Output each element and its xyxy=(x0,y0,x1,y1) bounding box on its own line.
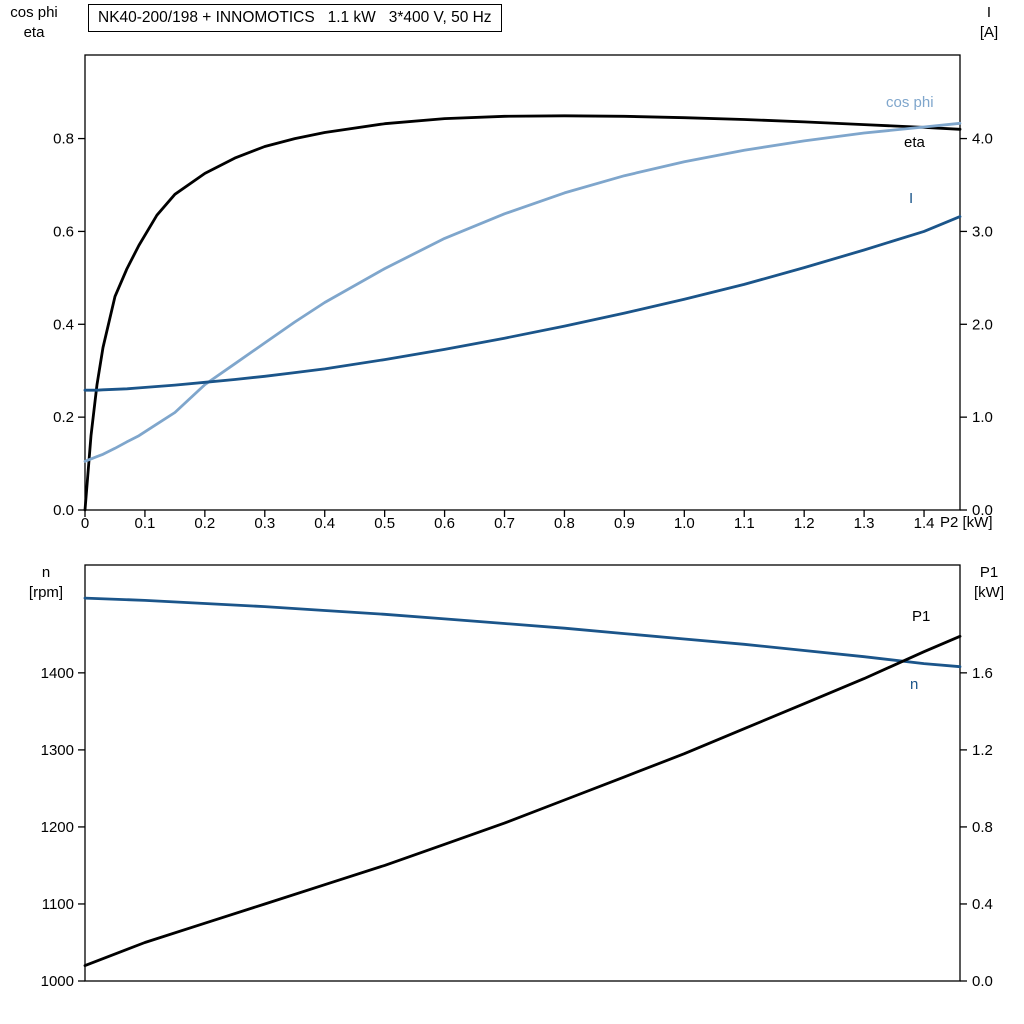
tick-label: 1.2 xyxy=(794,515,815,532)
current-axis-label: I xyxy=(986,4,992,21)
p1-curve xyxy=(83,634,962,967)
tick-label: 1000 xyxy=(41,973,74,990)
plot-frame-0 xyxy=(84,54,961,511)
top-chart-right-axis-title: I [A] xyxy=(960,3,1018,43)
tick-label: 0.4 xyxy=(972,896,993,913)
tick-label: 0.6 xyxy=(434,515,455,532)
p1-unit-label: [kW] xyxy=(974,584,1004,601)
bottom-chart-right-axis-title: P1 [kW] xyxy=(960,563,1018,603)
tick-label: 3.0 xyxy=(972,223,993,240)
curve-label-cos-phi: cos phi xyxy=(886,94,934,111)
x-axis-label-p2: P2 [kW] xyxy=(940,514,993,531)
tick-label: 0.0 xyxy=(972,502,993,519)
tick-label: 0.2 xyxy=(194,515,215,532)
tick-label: 1.0 xyxy=(674,515,695,532)
tick-label: 1400 xyxy=(41,665,74,682)
tick-label: 0.8 xyxy=(972,819,993,836)
tick-label: 0.8 xyxy=(53,131,74,148)
tick-label: 1.1 xyxy=(734,515,755,532)
tick-label: 0 xyxy=(81,515,89,532)
tick-label: 0.4 xyxy=(53,316,74,333)
curve-label-current: I xyxy=(909,190,914,207)
chart-title-box: NK40-200/198 + INNOMOTICS 1.1 kW 3*400 V… xyxy=(88,4,502,32)
i-curve xyxy=(83,215,962,392)
tick-label: 0.5 xyxy=(374,515,395,532)
tick-label: 2.0 xyxy=(972,316,993,333)
current-unit-label: [A] xyxy=(979,24,999,41)
speed-unit-label: [rpm] xyxy=(28,584,64,601)
eta-curve xyxy=(83,114,962,512)
eta-axis-label: eta xyxy=(23,24,45,41)
tick-label: 0.7 xyxy=(494,515,515,532)
tick-label: 1.2 xyxy=(972,742,993,759)
tick-label: 0.4 xyxy=(314,515,335,532)
tick-label: 1300 xyxy=(41,742,74,759)
tick-label: 1.3 xyxy=(854,515,875,532)
tick-label: 1.4 xyxy=(914,515,935,532)
tick-label: 0.0 xyxy=(972,973,993,990)
tick-label: 1200 xyxy=(41,819,74,836)
tick-label: 0.8 xyxy=(554,515,575,532)
cos-phi-curve xyxy=(83,121,962,463)
curve-label-eta: eta xyxy=(904,134,925,151)
tick-label: 0.0 xyxy=(53,502,74,519)
tick-label: 0.6 xyxy=(53,223,74,240)
plot-frame-1 xyxy=(84,564,961,982)
curve-label-n: n xyxy=(910,676,919,693)
n-curve xyxy=(83,596,962,669)
tick-label: 0.9 xyxy=(614,515,635,532)
tick-label: 1.0 xyxy=(972,409,993,426)
tick-label: 1.6 xyxy=(972,665,993,682)
tick-label: 0.2 xyxy=(53,409,74,426)
curve-label-p1: P1 xyxy=(912,608,931,625)
tick-label: 1100 xyxy=(42,896,74,913)
tick-label: 4.0 xyxy=(972,131,993,148)
tick-label: 0.1 xyxy=(135,515,156,532)
p1-axis-label: P1 xyxy=(979,564,999,581)
speed-axis-label: n xyxy=(41,564,51,581)
cos-phi-axis-label: cos phi xyxy=(10,4,58,21)
tick-label: 0.3 xyxy=(254,515,275,532)
bottom-chart-left-axis-title: n [rpm] xyxy=(14,563,78,603)
top-chart-left-axis-title: cos phi eta xyxy=(2,3,66,43)
